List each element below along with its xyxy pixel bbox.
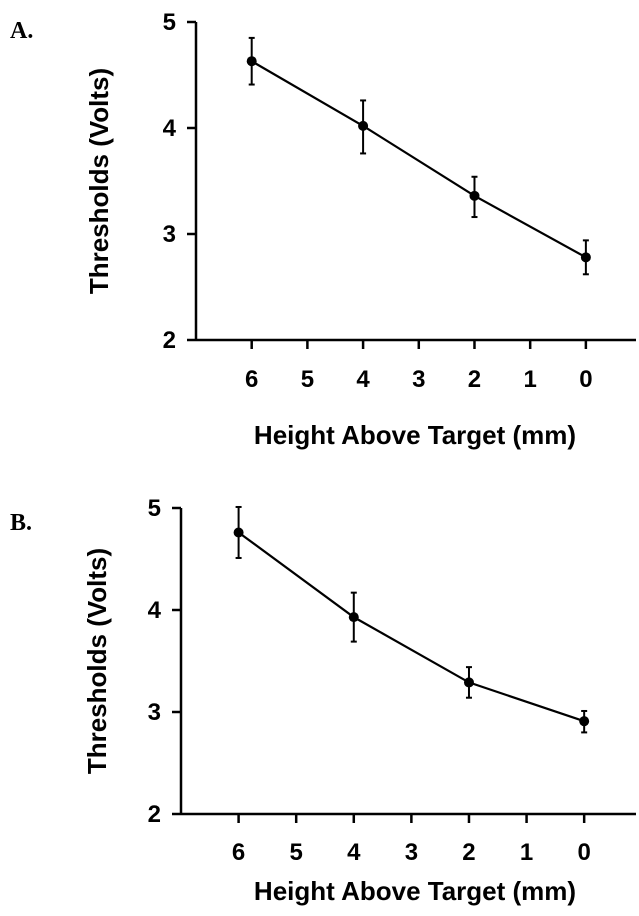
y-tick-label: 2	[163, 327, 176, 354]
data-point	[580, 252, 591, 263]
y-tick-label: 2	[148, 801, 161, 828]
panel-label: A.	[10, 18, 33, 44]
x-tick-label: 4	[356, 366, 370, 393]
x-tick-label: 6	[232, 839, 245, 866]
x-tick-label: 4	[347, 839, 361, 866]
y-tick-label: 5	[163, 9, 176, 36]
y-tick-label: 3	[163, 221, 176, 248]
y-tick-label: 4	[148, 597, 162, 624]
x-tick-label: 0	[577, 839, 590, 866]
x-tick-label: 2	[468, 366, 481, 393]
x-tick-label: 5	[290, 839, 303, 866]
data-point	[579, 716, 590, 727]
y-tick-label: 4	[163, 115, 177, 142]
x-tick-label: 6	[245, 366, 258, 393]
data-point	[246, 56, 257, 67]
x-axis-title: Height Above Target (mm)	[254, 876, 576, 906]
data-point	[358, 120, 369, 131]
x-tick-label: 3	[412, 366, 425, 393]
x-axis-title: Height Above Target (mm)	[254, 420, 576, 450]
y-axis-title: Thresholds (Volts)	[82, 548, 112, 774]
x-tick-label: 3	[405, 839, 418, 866]
panel-label: B.	[10, 510, 32, 536]
y-axis-title: Thresholds (Volts)	[84, 68, 114, 294]
x-tick-label: 1	[520, 839, 533, 866]
series-line	[251, 60, 587, 259]
data-point	[469, 190, 480, 201]
x-tick-label: 2	[462, 839, 475, 866]
y-tick-label: 3	[148, 699, 161, 726]
series-line	[237, 531, 585, 723]
y-tick-label: 5	[148, 495, 161, 522]
data-point	[463, 677, 474, 688]
data-point	[233, 527, 244, 538]
x-tick-label: 0	[579, 366, 592, 393]
x-tick-label: 1	[523, 366, 536, 393]
x-tick-label: 5	[301, 366, 314, 393]
data-point	[348, 612, 359, 623]
